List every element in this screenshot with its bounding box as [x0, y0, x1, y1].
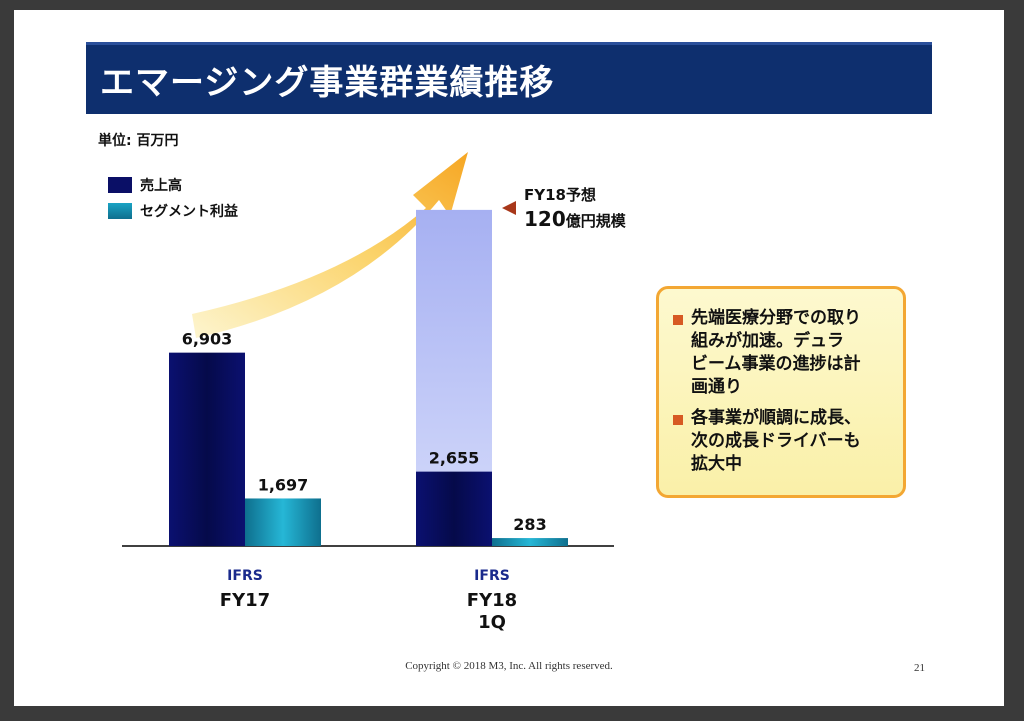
square-bullet-icon: [673, 415, 683, 425]
legend-item-segment-profit: セグメント利益: [108, 198, 238, 224]
page-title: エマージング事業群業績推移: [100, 63, 555, 103]
note-box: 先端医療分野での取り 組みが加速。デュラ ビーム事業の進捗は計 画通り 各事業が…: [656, 286, 906, 498]
legend-label-segment-profit: セグメント利益: [140, 204, 238, 220]
note-item: 先端医療分野での取り 組みが加速。デュラ ビーム事業の進捗は計 画通り: [673, 307, 891, 399]
value-label-sales-0: 6,903: [182, 330, 233, 349]
unit-label: 単位: 百万円: [98, 133, 179, 149]
page-number: 21: [914, 662, 925, 674]
copyright: Copyright © 2018 M3, Inc. All rights res…: [405, 660, 613, 672]
note-item: 各事業が順調に成長、 次の成長ドライバーも 拡大中: [673, 407, 891, 476]
bars: [169, 209, 568, 546]
title-bar: エマージング事業群業績推移: [86, 42, 932, 114]
slide: エマージング事業群業績推移 単位: 百万円 売上高 セグメント利益: [14, 10, 1004, 706]
legend-item-sales: 売上高: [108, 172, 238, 198]
legend-swatch-sales: [108, 177, 132, 193]
square-bullet-icon: [673, 315, 683, 325]
value-labels: 6,903 2,655 1,697 283: [182, 330, 547, 534]
legend-swatch-segment-profit: [108, 203, 132, 219]
chart-legend: 売上高 セグメント利益: [108, 172, 238, 224]
bar-segment-profit-0: [245, 498, 321, 546]
value-label-segment-profit-1: 283: [513, 515, 546, 534]
x-label-period-0: FY17: [220, 590, 270, 611]
bar-segment-profit-1: [492, 538, 568, 546]
x-label-period-sub-1: 1Q: [478, 612, 506, 633]
x-label-standard-0: IFRS: [227, 568, 263, 584]
bar-sales-1: [416, 471, 492, 546]
x-label-period-1: FY18: [467, 590, 517, 611]
forecast-value-number: 120: [524, 207, 566, 231]
note-text: 先端医療分野での取り 組みが加速。デュラ ビーム事業の進捗は計 画通り: [691, 308, 861, 397]
bar-sales-0: [169, 352, 245, 546]
forecast-label: FY18予想: [524, 186, 596, 204]
legend-label-sales: 売上高: [140, 178, 182, 194]
value-label-sales-1: 2,655: [429, 449, 480, 468]
value-label-segment-profit-0: 1,697: [258, 475, 309, 494]
note-text: 各事業が順調に成長、 次の成長ドライバーも 拡大中: [691, 408, 861, 474]
forecast-pointer-icon: [502, 201, 516, 215]
forecast-value: 120億円規模: [524, 207, 627, 231]
forecast-value-suffix: 億円規模: [566, 212, 627, 230]
x-label-standard-1: IFRS: [474, 568, 510, 584]
growth-arrow: [192, 152, 468, 338]
